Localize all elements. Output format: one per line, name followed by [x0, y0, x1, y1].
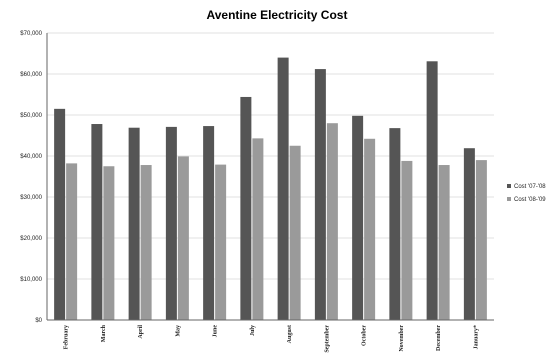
bar-cost-07-08: [314, 69, 326, 320]
y-tick-label: $0: [35, 318, 42, 324]
y-tick-label: $50,000: [20, 113, 42, 119]
x-tick-label: July: [250, 325, 256, 336]
x-tick-label: December: [436, 325, 442, 351]
bar-cost-07-08: [203, 126, 215, 320]
y-axis-ticks: $0 $10,000 $20,000 $30,000 $40,000 $50,000 $60…: [20, 31, 42, 324]
bar-cost-08-09: [289, 145, 301, 320]
x-tick-label: January*: [473, 325, 479, 349]
bar-cost-08-09: [438, 165, 450, 320]
bar-cost-08-09: [177, 156, 189, 320]
legend: Cost '07-'08 Cost '08-'09: [507, 184, 546, 203]
legend-swatch: [507, 184, 511, 188]
x-tick-label: September: [324, 325, 330, 353]
x-tick-label: May: [175, 325, 181, 337]
x-tick-label: June: [213, 325, 219, 338]
bar-cost-07-08: [128, 127, 140, 321]
bar-cost-08-09: [140, 165, 152, 320]
y-tick-label: $60,000: [20, 72, 42, 78]
y-tick-label: $40,000: [20, 154, 42, 160]
x-tick-label: March: [101, 324, 107, 342]
bar-cost-08-09: [364, 138, 376, 320]
bar-cost-08-09: [475, 160, 487, 320]
bar-cost-07-08: [426, 61, 438, 320]
y-tick-label: $10,000: [20, 277, 42, 283]
bar-cost-08-09: [103, 166, 115, 320]
chart-title: Aventine Electricity Cost: [207, 8, 348, 22]
bar-cost-07-08: [91, 124, 103, 321]
bar-cost-07-08: [240, 96, 252, 321]
legend-label: Cost '07-'08: [514, 184, 546, 190]
bar-cost-07-08: [54, 108, 66, 320]
bar-cost-08-09: [66, 163, 78, 320]
x-axis-ticks: February March April May June July August Septe…: [64, 324, 480, 352]
x-tick-label: February: [64, 325, 70, 349]
x-tick-label: April: [138, 325, 144, 339]
bar-cost-08-09: [401, 160, 413, 320]
bar-cost-07-08: [352, 115, 364, 320]
bar-cost-07-08: [463, 148, 475, 320]
bars: [54, 57, 487, 321]
y-tick-label: $20,000: [20, 236, 42, 242]
x-tick-label: August: [287, 325, 293, 343]
bar-cost-07-08: [389, 128, 401, 320]
bar-cost-07-08: [165, 126, 177, 320]
legend-label: Cost '08-'09: [514, 197, 546, 203]
y-tick-label: $70,000: [20, 31, 42, 37]
bar-cost-08-09: [252, 138, 264, 320]
x-tick-label: November: [399, 325, 405, 352]
bar-cost-08-09: [326, 123, 338, 320]
bar-cost-07-08: [277, 57, 289, 320]
bar-cost-08-09: [215, 164, 227, 320]
legend-swatch: [507, 197, 511, 201]
gridlines: [47, 32, 494, 280]
x-tick-label: October: [362, 325, 368, 346]
y-tick-label: $30,000: [20, 195, 42, 201]
